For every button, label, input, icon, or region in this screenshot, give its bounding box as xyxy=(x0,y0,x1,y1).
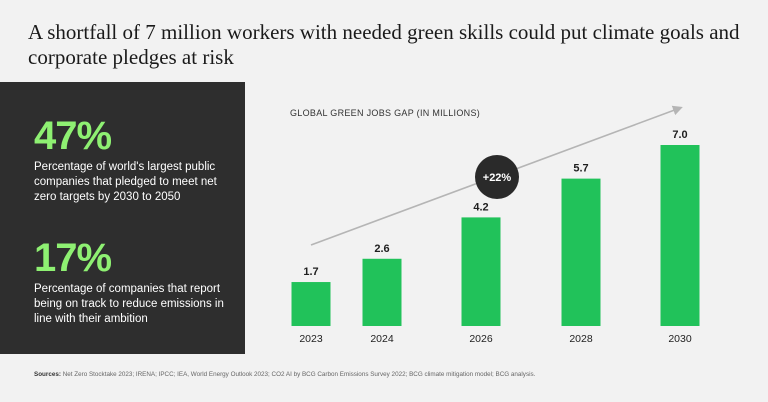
category-label-2026: 2026 xyxy=(469,333,493,345)
bar-2028 xyxy=(561,178,601,326)
value-label-2024: 2.6 xyxy=(374,243,389,255)
growth-badge-label: +22% xyxy=(483,172,512,184)
value-label-2028: 5.7 xyxy=(573,163,588,175)
bar-2024 xyxy=(362,258,402,326)
stats-panel: 47% Percentage of world's largest public… xyxy=(0,82,245,354)
value-label-2026: 4.2 xyxy=(473,201,488,213)
bar-2023 xyxy=(291,282,331,326)
value-label-2023: 1.7 xyxy=(303,266,318,278)
category-label-2024: 2024 xyxy=(370,333,394,345)
category-label-2030: 2030 xyxy=(668,333,692,345)
sources-text: Net Zero Stocktake 2023; IRENA; IPCC; IE… xyxy=(62,371,536,378)
stat-description-net-zero: Percentage of world's largest public com… xyxy=(34,161,217,203)
growth-badge-circle xyxy=(475,155,519,199)
stat-value-on-track: 17% xyxy=(34,236,112,280)
stat-description-on-track: Percentage of companies that report bein… xyxy=(34,283,224,325)
chart-title: GLOBAL GREEN JOBS GAP (IN MILLIONS) xyxy=(290,108,481,118)
sources-label: Sources: xyxy=(34,371,61,378)
stat-value-net-zero: 47% xyxy=(34,114,112,158)
category-label-2023: 2023 xyxy=(299,333,323,345)
bar-2026 xyxy=(461,217,501,326)
bar-2030 xyxy=(660,145,700,326)
category-label-2028: 2028 xyxy=(569,333,593,345)
sources-footer: Sources: Net Zero Stocktake 2023; IRENA;… xyxy=(34,371,535,378)
page-title: A shortfall of 7 million workers with ne… xyxy=(28,20,740,69)
value-label-2030: 7.0 xyxy=(672,129,687,141)
